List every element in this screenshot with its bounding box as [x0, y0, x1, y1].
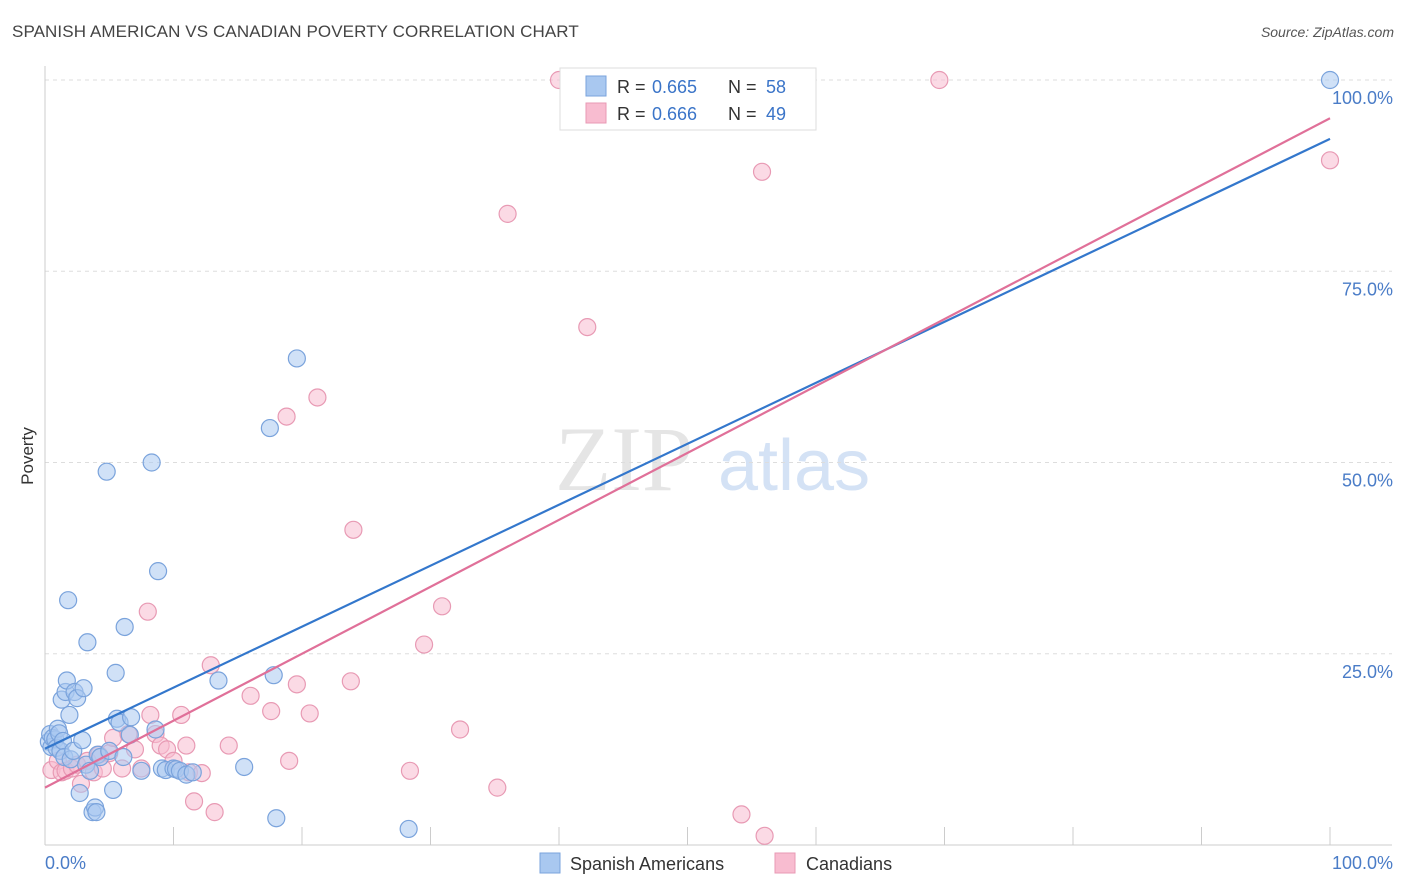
canadians-point-17 [138, 602, 157, 621]
grid-lines [45, 79, 1392, 655]
x-tick-label-max: 100.0% [1332, 853, 1393, 873]
spanish-americans-point-34 [106, 663, 125, 682]
spanish-americans-point-58 [399, 819, 418, 839]
canadians-point-52 [1320, 151, 1340, 170]
canadians-point-34 [280, 751, 299, 770]
canadians-point-40 [400, 761, 420, 780]
spanish-americans-point-14 [59, 591, 78, 610]
spanish-americans-point-41 [132, 761, 151, 780]
canadians-point-49 [752, 162, 772, 181]
legend-r-label-canadians: R = [617, 104, 651, 124]
canadians-point-48 [732, 805, 751, 824]
canadians-point-32 [262, 702, 281, 721]
watermark-atlas: atlas [718, 426, 870, 506]
y-tick-label-25: 25.0% [1342, 662, 1393, 682]
canadians-point-35 [287, 675, 306, 694]
legend-top: R = 0.665 N = 58 R = 0.666 N = 49 [559, 67, 817, 131]
spanish-americans-point-28 [87, 803, 106, 822]
x-ticks [173, 827, 1331, 845]
y-axis-label: Poverty [18, 427, 37, 485]
spanish-americans-point-57 [287, 349, 306, 368]
canadians-point-41 [414, 635, 434, 654]
spanish-americans-point-31 [97, 462, 116, 481]
canadians-point-26 [184, 792, 204, 811]
legend-r-label-spanish-americans: R = [617, 77, 651, 97]
spanish-americans-point-59 [1320, 70, 1340, 90]
spanish-americans-point-44 [148, 562, 168, 581]
trend-lines [44, 117, 1331, 789]
legend-n-value-canadians: 49 [766, 104, 786, 124]
spanish-americans-point-33 [104, 780, 123, 800]
canadians-point-30 [219, 736, 238, 755]
spanish-americans-point-37 [114, 747, 133, 767]
spanish-americans-point-15 [60, 705, 79, 725]
spanish-americans-point-20 [70, 783, 89, 803]
source-label: Source: ZipAtlas.com [1260, 24, 1394, 40]
spanish-americans-point-52 [209, 671, 228, 690]
spanish-americans-point-22 [74, 679, 93, 698]
chart-title: SPANISH AMERICAN VS CANADIAN POVERTY COR… [12, 22, 579, 41]
canadians-point-47 [578, 317, 597, 337]
canadians-point-39 [344, 520, 363, 539]
trend-line-canadians [44, 117, 1331, 789]
canadians-point-44 [488, 778, 507, 797]
spanish-americans-point-54 [260, 418, 279, 438]
legend-r-value-spanish-americans: 0.665 [652, 77, 697, 97]
canadians-point-42 [432, 597, 452, 616]
legend-bottom-swatch-canadians [774, 852, 796, 874]
spanish-americans-point-56 [267, 809, 286, 828]
spanish-americans-point-24 [78, 633, 97, 652]
trend-line-spanish-americans [44, 137, 1331, 750]
canadians-point-38 [341, 672, 360, 691]
legend-n-value-spanish-americans: 58 [766, 77, 786, 97]
legend-bottom-label-canadians: Canadians [806, 854, 892, 874]
canadians-point-43 [450, 720, 470, 739]
canadians-point-50 [755, 826, 774, 845]
canadians-point-33 [277, 407, 296, 426]
legend-bottom: Spanish Americans Canadians [539, 852, 892, 874]
legend-swatch-spanish-americans [585, 75, 607, 97]
watermark-zip: ZIP [555, 408, 693, 510]
spanish-americans-point-53 [235, 757, 254, 777]
y-tick-labels: 25.0% 50.0% 75.0% 100.0% [1332, 88, 1393, 682]
y-tick-label-50: 50.0% [1342, 471, 1393, 491]
legend-n-label-canadians: N = [728, 104, 762, 124]
spanish-americans-point-38 [115, 617, 134, 637]
canadians-point-45 [498, 204, 517, 223]
spanish-americans-point-51 [183, 763, 202, 782]
canadians-point-31 [241, 686, 260, 705]
canadians-point-37 [308, 388, 327, 407]
canadians-point-51 [930, 70, 949, 90]
legend-swatch-canadians [585, 102, 607, 124]
canadians-point-36 [300, 704, 319, 723]
canadians-point-29 [205, 803, 224, 822]
axes [44, 66, 1392, 846]
y-tick-label-75: 75.0% [1342, 279, 1393, 299]
legend-bottom-label-spanish-americans: Spanish Americans [570, 854, 724, 874]
spanish-americans-points [39, 70, 1340, 839]
y-tick-label-100: 100.0% [1332, 88, 1393, 108]
legend-n-label-spanish-americans: N = [728, 77, 762, 97]
x-tick-label-min: 0.0% [45, 853, 86, 873]
legend-bottom-swatch-spanish-americans [539, 852, 561, 874]
legend-r-value-canadians: 0.666 [652, 104, 697, 124]
canadians-point-24 [177, 736, 196, 755]
spanish-americans-point-42 [142, 453, 161, 472]
